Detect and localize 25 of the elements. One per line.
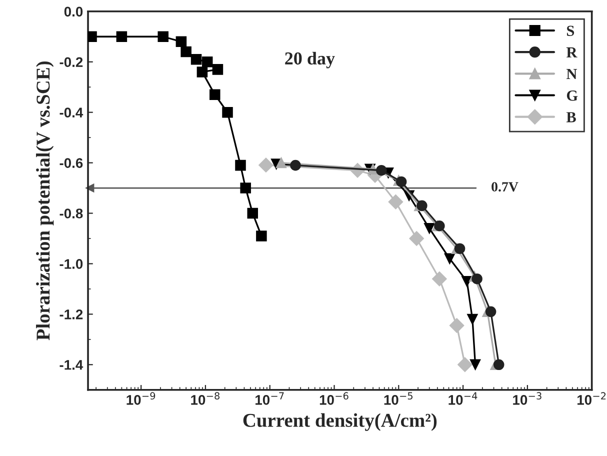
x-tick-label: 10$^{−8}$ xyxy=(191,392,220,405)
legend-label: G xyxy=(566,90,578,101)
x-tick-label: 10$^{−7}$ xyxy=(256,392,284,405)
ref-line-label: 0.7V xyxy=(492,182,518,192)
y-tick-label: -0.8 xyxy=(60,208,83,218)
y-tick-label: -1.4 xyxy=(60,360,84,370)
x-tick-label: 10$^{−9}$ xyxy=(126,392,156,405)
legend-label: N xyxy=(566,69,578,80)
legend-label: S xyxy=(567,26,574,36)
x-tick-label: 10$^{−2}$ xyxy=(577,392,606,405)
x-tick-label: 10$^{−5}$ xyxy=(384,392,412,405)
y-tick-label: -0.2 xyxy=(60,57,83,68)
x-tick-label: 10$^{−3}$ xyxy=(513,392,542,405)
y-tick-label: -1.2 xyxy=(60,310,83,320)
x-tick-label: 10$^{−6}$ xyxy=(320,392,348,405)
x-axis-title: Current density(A/cm²) xyxy=(243,413,437,431)
x-tick-label: 10$^{−4}$ xyxy=(448,392,478,405)
y-tick-label: -0.4 xyxy=(60,108,84,118)
legend-label: R xyxy=(566,47,578,58)
legend-label: B xyxy=(566,112,576,122)
y-tick-label: -0.6 xyxy=(60,158,83,168)
y-tick-label: 0.0 xyxy=(64,6,83,17)
y-axis-title: Plorarization potential(V vs.SCE) xyxy=(36,62,54,340)
y-tick-label: -1.0 xyxy=(60,259,83,269)
annotation: 20 day xyxy=(285,52,335,68)
